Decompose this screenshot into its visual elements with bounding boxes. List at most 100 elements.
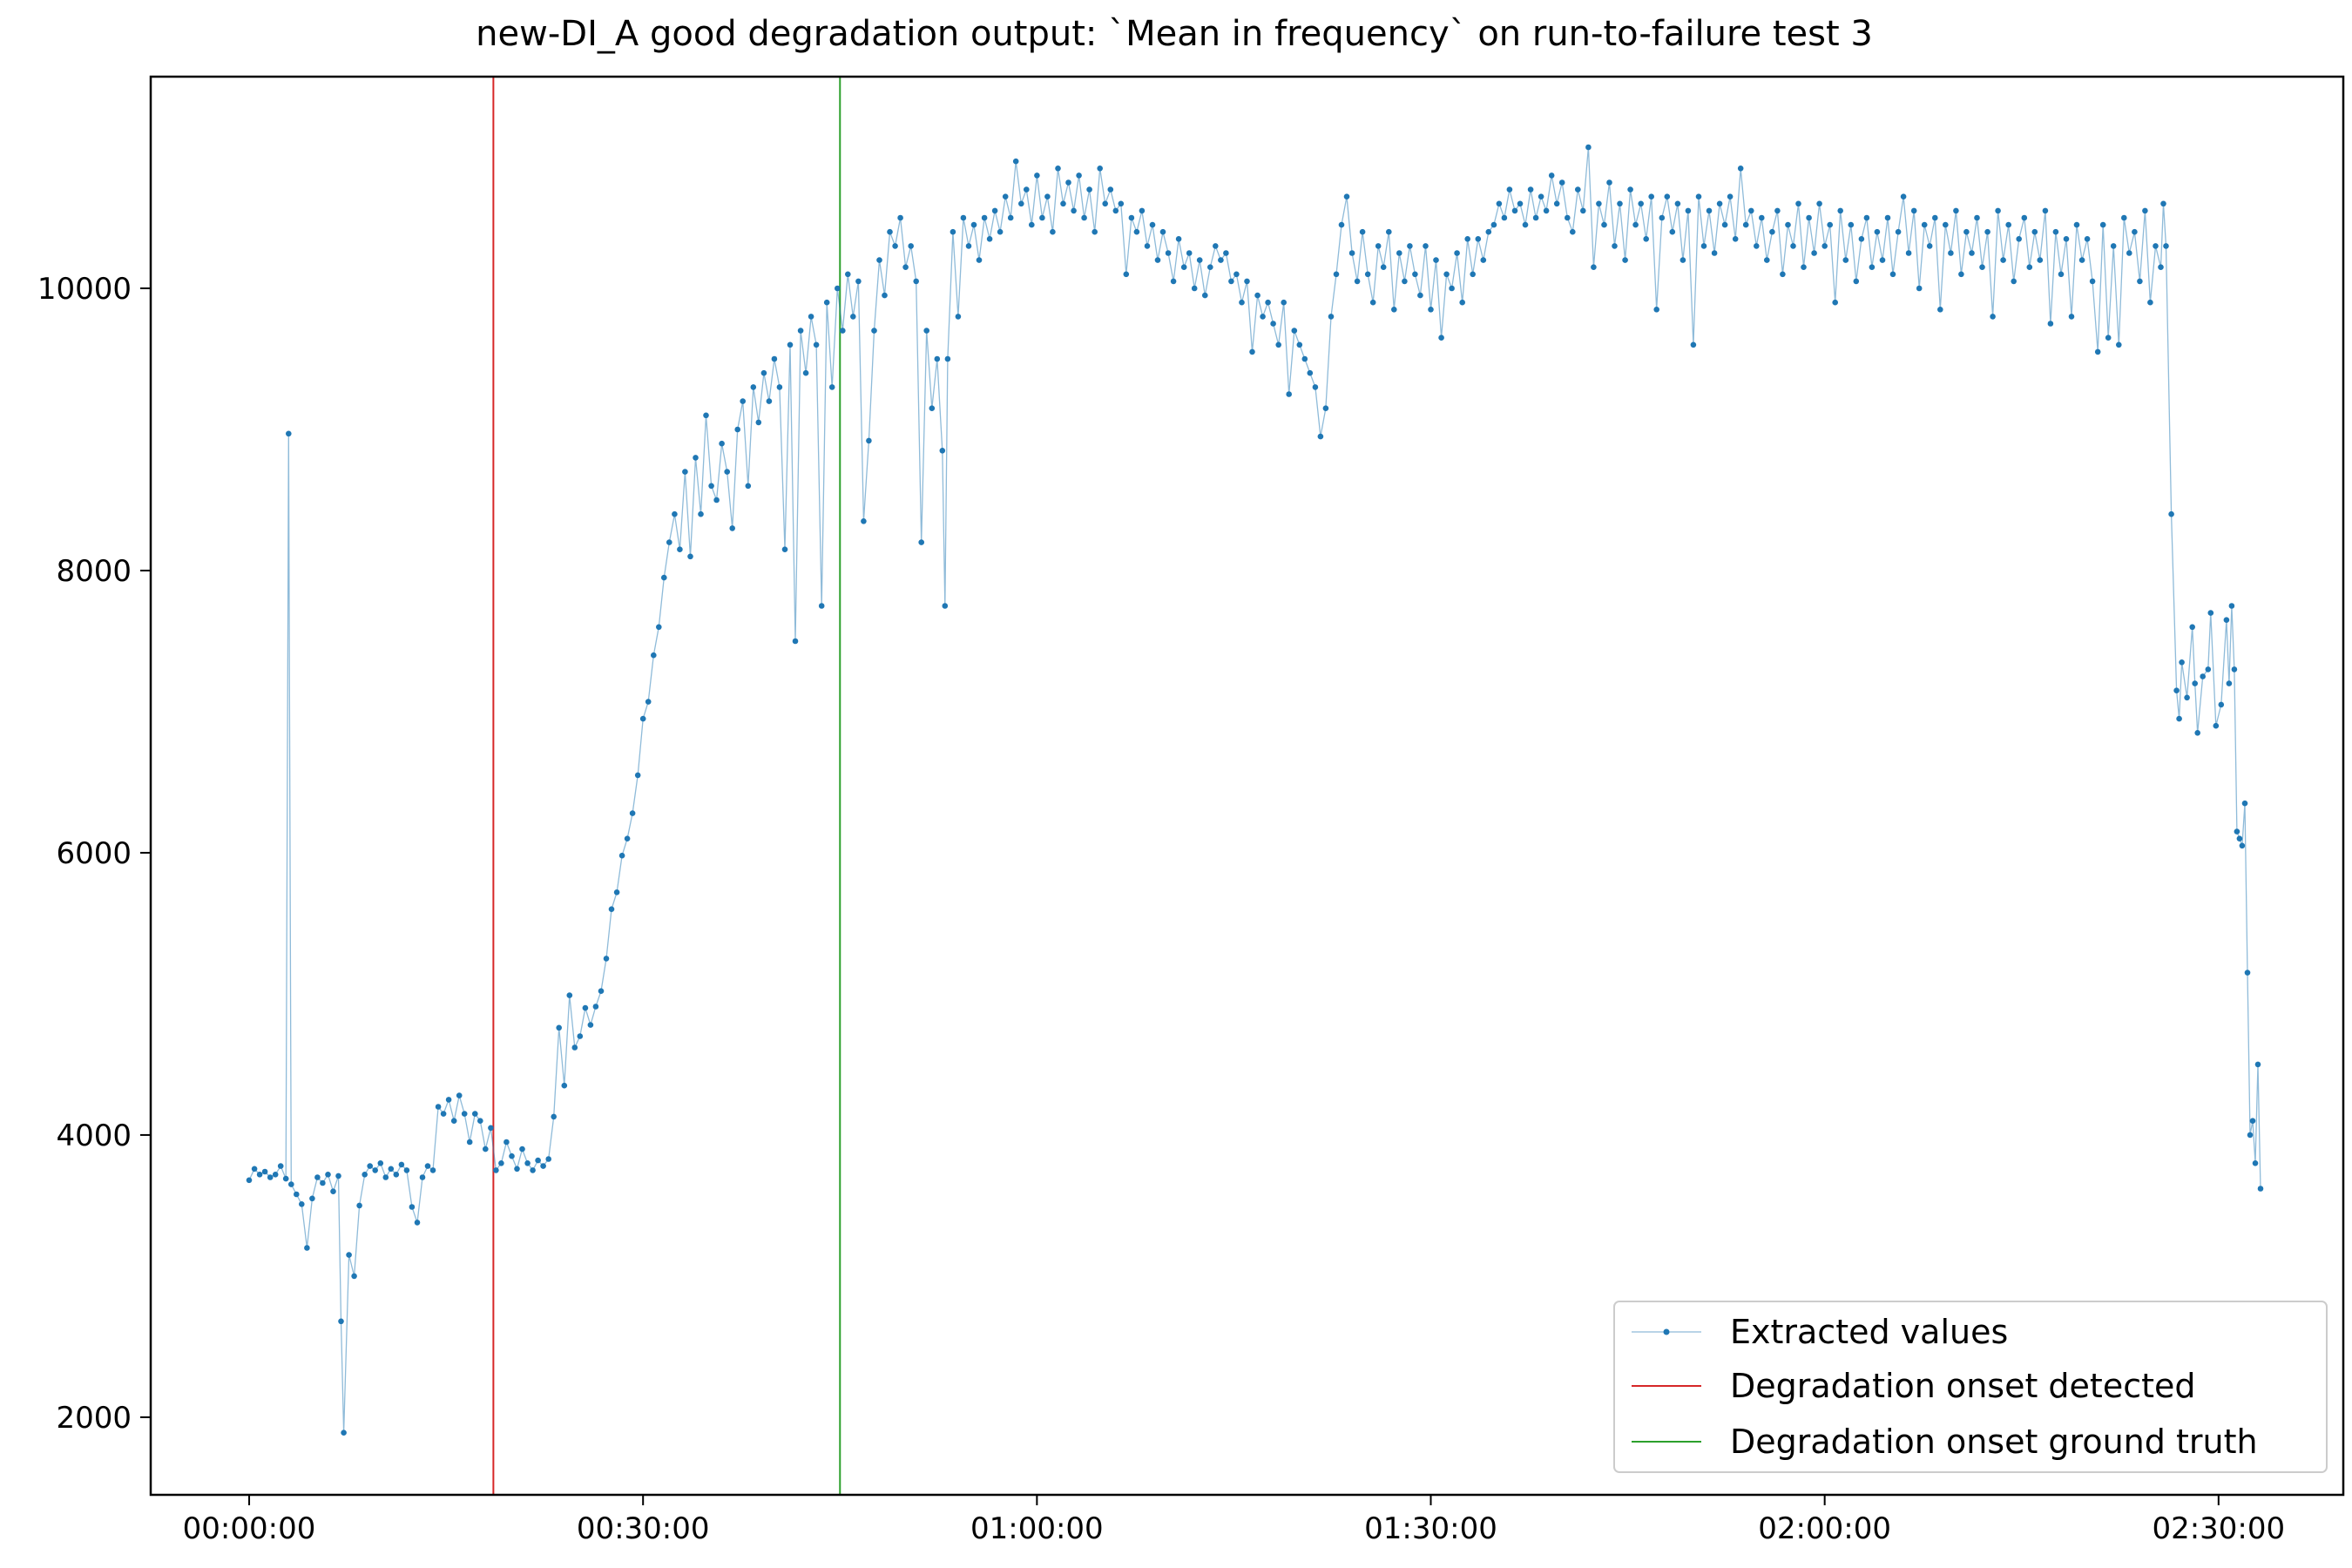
data-point [698, 510, 704, 517]
data-point [1869, 264, 1876, 271]
data-point [1680, 257, 1686, 263]
data-point [771, 355, 778, 362]
data-point [1543, 207, 1550, 214]
legend-box [1613, 1301, 2328, 1473]
data-point [613, 889, 620, 896]
chart-title: new-DI_A good degradation output: `Mean … [476, 14, 1873, 54]
data-point [2078, 257, 2085, 263]
data-point [1055, 166, 1061, 172]
data-point [802, 369, 809, 376]
data-point [1695, 193, 1702, 199]
data-point [1969, 250, 1975, 256]
data-point [1527, 186, 1534, 193]
data-point [1627, 186, 1633, 193]
data-point [1312, 384, 1319, 390]
data-point [341, 1429, 347, 1436]
data-point [776, 384, 783, 390]
data-point [1139, 207, 1146, 214]
data-point [1832, 299, 1838, 306]
data-point [850, 314, 856, 320]
data-point [1801, 264, 1807, 271]
data-point [1716, 200, 1723, 207]
data-point [970, 221, 977, 228]
data-point [1764, 257, 1770, 263]
data-point [535, 1157, 541, 1164]
data-point [466, 1139, 473, 1146]
data-point [1449, 285, 1455, 292]
data-point [1338, 221, 1345, 228]
data-point [929, 405, 936, 412]
data-point [2047, 321, 2054, 327]
data-point [1737, 166, 1744, 172]
data-point [787, 341, 794, 348]
data-point [2223, 617, 2230, 623]
data-point [1012, 158, 1019, 165]
data-point [1948, 250, 1954, 256]
x-tick-label: 00:00:00 [183, 1511, 316, 1546]
data-point [1375, 243, 1382, 249]
data-point [1107, 186, 1114, 193]
data-point [2063, 236, 2070, 242]
data-point [2073, 221, 2080, 228]
data-point [2121, 214, 2127, 221]
data-point [1596, 200, 1602, 207]
data-point [1522, 221, 1529, 228]
data-point [314, 1174, 321, 1180]
data-point [1097, 166, 1103, 172]
data-point [1024, 186, 1030, 193]
data-point [2254, 1061, 2261, 1068]
data-point [1291, 328, 1298, 334]
data-point [1034, 172, 1040, 179]
data-point [2058, 271, 2065, 278]
data-point [1239, 299, 1245, 306]
data-point [797, 328, 804, 334]
data-point [2226, 680, 2233, 686]
data-point [450, 1118, 457, 1124]
data-point [1086, 186, 1092, 193]
data-point [2207, 610, 2214, 616]
data-point [429, 1167, 436, 1173]
data-point [997, 228, 1004, 235]
data-point [1317, 433, 1324, 440]
data-point [1905, 250, 1912, 256]
data-point [1780, 271, 1786, 278]
data-point [1322, 405, 1329, 412]
data-point [840, 328, 846, 334]
data-point [1748, 207, 1754, 214]
data-point [286, 430, 292, 437]
data-point [2194, 730, 2200, 736]
data-point [991, 207, 998, 214]
data-point [2105, 335, 2112, 341]
data-point [2192, 680, 2198, 686]
data-point [639, 715, 646, 722]
data-point [1260, 314, 1266, 320]
data-point [1154, 257, 1161, 263]
data-point [514, 1166, 520, 1173]
data-point [571, 1044, 578, 1051]
data-point [755, 419, 762, 426]
data-point [1706, 207, 1713, 214]
data-point [2189, 624, 2195, 631]
data-point [1932, 214, 1938, 221]
data-point [2094, 348, 2101, 355]
data-point [483, 1146, 489, 1152]
y-axis: 2000 4000 6000 8000 10000 [37, 272, 151, 1436]
data-point [1144, 243, 1151, 249]
data-point [887, 228, 893, 235]
data-point [1428, 307, 1434, 313]
data-point [942, 603, 949, 609]
data-point [1270, 321, 1276, 327]
data-point [1249, 348, 1255, 355]
data-point [1532, 214, 1539, 221]
data-point [1343, 193, 1350, 199]
data-point [1128, 214, 1135, 221]
data-point [382, 1174, 389, 1180]
data-point [1795, 200, 1801, 207]
data-point [1711, 250, 1718, 256]
data-point [1191, 285, 1198, 292]
data-point [299, 1201, 305, 1207]
data-point [861, 518, 867, 524]
data-point [624, 835, 631, 841]
data-point [367, 1163, 374, 1169]
data-point [1632, 221, 1639, 228]
